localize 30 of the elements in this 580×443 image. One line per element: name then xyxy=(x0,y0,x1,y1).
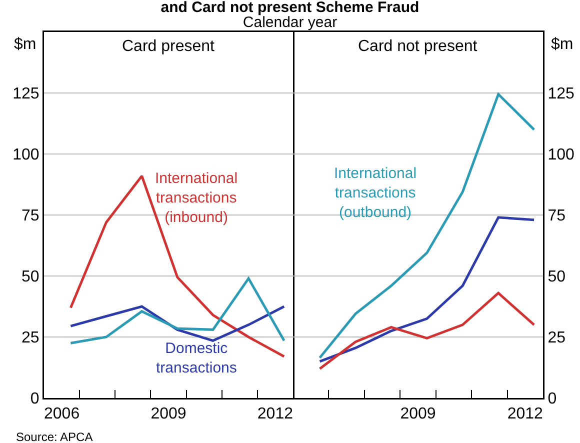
line-series xyxy=(318,92,536,359)
y-tick-label: 75 xyxy=(22,208,40,225)
line-series xyxy=(318,292,536,370)
chart-title: Card not present xyxy=(358,38,478,55)
y2-tick-label: 125 xyxy=(548,86,574,103)
source-note: Source: APCA xyxy=(16,430,93,443)
x-tick-label: 2009 xyxy=(400,406,436,423)
x-tick-label: 2009 xyxy=(150,406,186,423)
y2-axis-title: $m xyxy=(551,36,574,53)
x-tick-label: 2012 xyxy=(507,406,544,423)
series-label: Domestic transactions xyxy=(156,340,237,376)
y-tick-label: 25 xyxy=(22,330,40,347)
y2-tick-label: 50 xyxy=(548,268,566,286)
y2-tick-label: 100 xyxy=(548,146,574,164)
y-tick-label: 0 xyxy=(30,390,40,408)
x-tick-label: 2012 xyxy=(257,406,294,423)
y-tick-label: 50 xyxy=(22,268,40,286)
y-tick-label: 100 xyxy=(12,146,40,164)
x-tick-label: 2006 xyxy=(44,406,80,423)
text: and Card not present Scheme Fraud xyxy=(160,0,420,16)
series-label: International transactions (outbound) xyxy=(334,165,417,221)
text: Calendar year xyxy=(242,14,338,31)
y-axis-title: $m xyxy=(14,36,36,53)
y2-tick-label: 75 xyxy=(548,208,566,225)
chart-title: Card present xyxy=(122,38,216,55)
series-label: International transactions (inbound) xyxy=(155,170,238,226)
y2-tick-label: 0 xyxy=(548,390,557,408)
y-tick-label: 125 xyxy=(12,86,40,103)
y2-tick-label: 25 xyxy=(548,330,566,347)
line-series xyxy=(69,305,286,342)
